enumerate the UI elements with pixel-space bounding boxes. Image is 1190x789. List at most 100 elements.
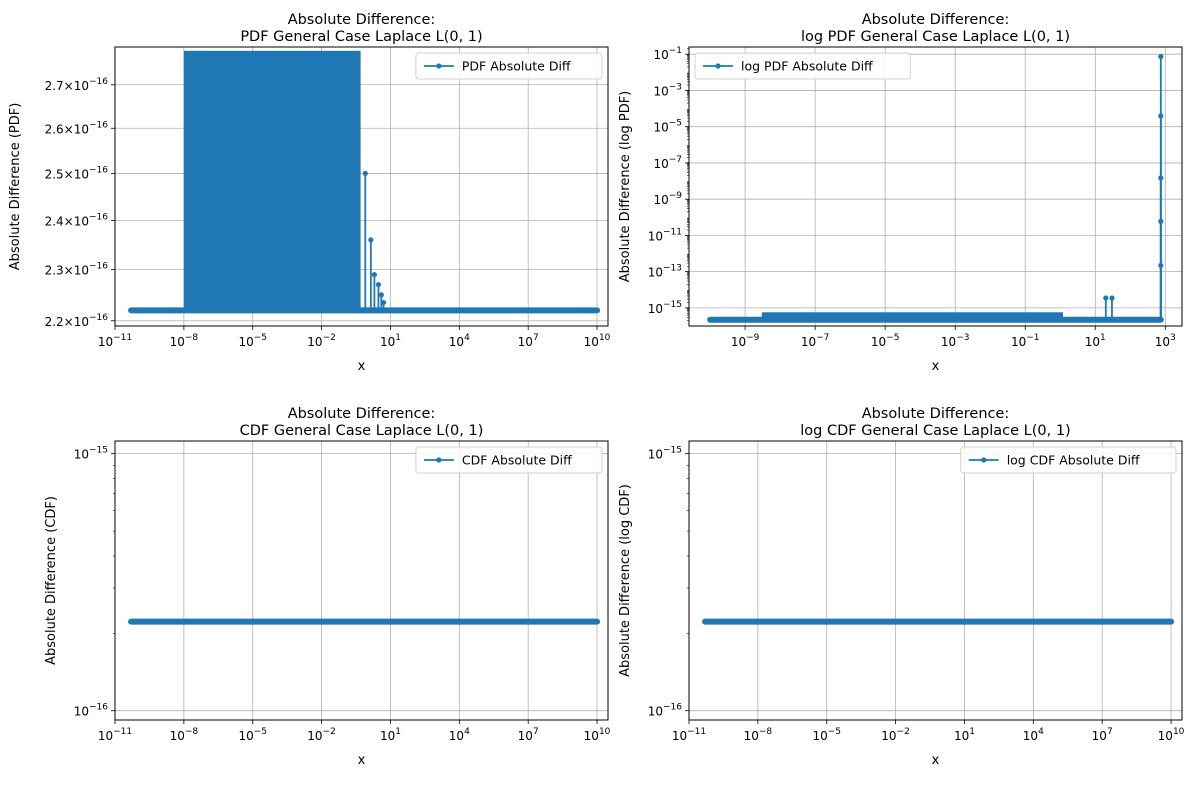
data-point [375,282,382,288]
chart-title-line-1: Absolute Difference: [862,406,1010,422]
y-tick-label: 10−3 [653,82,682,98]
y-tick-label: 10−7 [653,155,682,171]
subplot-1: 10−11 10−8 10−5 10−2 101 104 107 1010 2.2×10−16 2… [8,12,611,374]
data-point [1109,295,1115,301]
data-point [362,170,368,177]
legend: log CDF Absolute Diff [960,446,1177,474]
chart-title-line-2: log CDF General Case Laplace L(0, 1) [800,423,1070,439]
x-tick-label: 10−8 [170,333,199,349]
y-tick-label: 2.4×10−16 [45,212,109,228]
data-point [380,299,387,306]
series-1 [128,50,601,314]
legend-label: log PDF Absolute Diff [741,59,873,74]
y-tick-label: 2.2×10−16 [45,313,109,329]
x-tick-label: 10−2 [307,333,336,349]
x-tick-label: 10−5 [871,333,900,349]
chart-title-line-1: Absolute Difference: [288,12,436,28]
x-axis-label: x [932,753,940,768]
x-tick-label: 104 [449,727,470,743]
x-tick-label: 1010 [584,333,611,349]
data-band [183,50,361,313]
legend-box [415,446,603,474]
y-tick-label: 10−5 [653,119,682,135]
legend-box [415,52,603,80]
y-tick-label: 10−13 [648,264,682,280]
x-tick-label: 10−1 [1011,333,1040,349]
chart-title-line-1: Absolute Difference: [862,12,1010,28]
chart-title-line-2: log PDF General Case Laplace L(0, 1) [801,29,1070,45]
grid [114,441,608,720]
x-tick-label: 10−2 [881,727,910,743]
x-tick-label: 101 [380,333,401,349]
x-tick-label: 10−11 [672,727,706,743]
grid [688,441,1182,720]
series-2 [707,53,1164,323]
x-tick-label: 107 [518,333,539,349]
x-tick-label: 10−5 [812,727,841,743]
legend: CDF Absolute Diff [415,446,603,474]
x-tick-label: 101 [380,727,401,743]
legend: PDF Absolute Diff [415,52,603,80]
data-point [371,271,378,278]
x-tick-label: 101 [954,727,975,743]
legend-marker [981,457,987,463]
axes-frame [114,440,609,721]
legend-marker [715,63,721,69]
legend-marker [436,457,442,463]
y-axis-label: Absolute Difference (CDF) [44,496,59,665]
x-tick-label: 10−9 [731,333,760,349]
x-tick-label: 10−5 [238,727,267,743]
y-tick-label: 10−9 [653,191,682,207]
data-point [1158,113,1164,119]
x-tick-label: 101 [1085,333,1106,349]
x-tick-label: 107 [518,727,539,743]
x-axis-label: x [932,359,940,374]
x-tick-label: 10−5 [238,333,267,349]
axes-frame [688,440,1183,721]
x-tick-label: 1010 [1158,727,1185,743]
y-axis-label: Absolute Difference (log PDF) [618,91,633,283]
x-tick-label: 10−11 [98,333,132,349]
legend-box [960,446,1177,474]
y-axis-label: Absolute Difference (PDF) [8,103,23,271]
x-tick-label: 10−11 [98,727,132,743]
x-tick-label: 104 [1023,727,1044,743]
legend-label: CDF Absolute Diff [462,453,572,468]
x-axis-label: x [358,753,366,768]
chart-title-line-2: PDF General Case Laplace L(0, 1) [240,29,482,45]
data-point [378,292,384,298]
chart-title-line-2: CDF General Case Laplace L(0, 1) [240,423,484,439]
grid [689,47,1182,326]
y-tick-label: 10−1 [653,46,682,62]
x-tick-label: 10−8 [744,727,773,743]
x-tick-label: 107 [1092,727,1113,743]
x-tick-label: 10−8 [170,727,199,743]
x-tick-label: 10−2 [307,727,336,743]
x-tick-label: 103 [1155,333,1176,349]
x-tick-label: 1010 [584,727,611,743]
y-tick-label: 10−15 [648,300,682,316]
subplot-2: 10−9 10−7 10−5 10−3 10−1 101 103 10−15 10−13 10−1… [618,12,1183,374]
data-point [1158,262,1164,269]
data-point [1103,295,1109,301]
x-tick-label: 10−3 [941,333,970,349]
data-point [1158,53,1164,60]
x-tick-label: 10−7 [801,333,830,349]
data-point [1158,175,1164,181]
y-tick-label: 2.3×10−16 [45,262,109,278]
y-axis-label: Absolute Difference (log CDF) [618,484,633,677]
y-tick-label: 10−11 [648,227,682,243]
y-tick-label: 2.7×10−16 [45,77,109,93]
data-point [368,237,374,243]
legend-marker [436,63,442,69]
legend-box [694,52,911,80]
y-tick-label: 2.5×10−16 [45,165,109,181]
x-axis-label: x [358,359,366,374]
y-tick-label: 10−15 [648,446,682,462]
axes-frame [688,46,1183,327]
legend-label: PDF Absolute Diff [462,59,571,74]
x-tick-label: 104 [449,333,470,349]
axes-frame [114,46,609,327]
data-point [1158,218,1164,224]
